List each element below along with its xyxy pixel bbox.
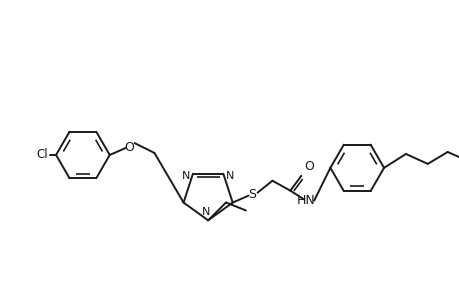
Text: HN: HN [296, 194, 315, 207]
Text: O: O [303, 160, 313, 173]
Text: O: O [124, 140, 134, 154]
Text: S: S [248, 188, 256, 201]
Text: N: N [226, 171, 234, 181]
Text: Cl: Cl [36, 148, 48, 161]
Text: N: N [202, 207, 210, 218]
Text: N: N [181, 171, 190, 181]
